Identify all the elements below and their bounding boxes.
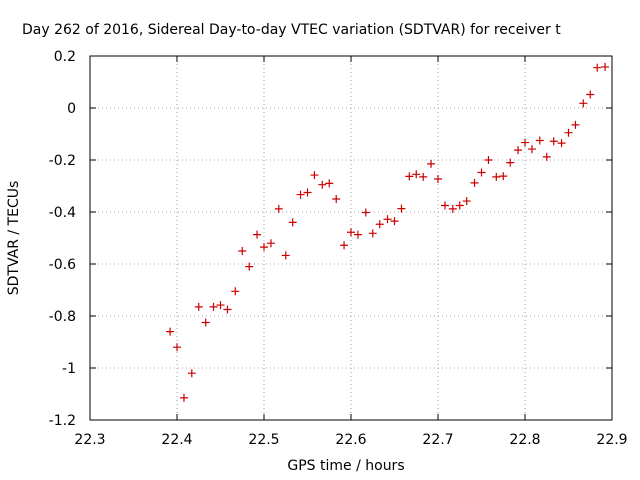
data-point: [579, 99, 588, 108]
x-axis-title: GPS time / hours: [287, 458, 404, 474]
x-tick-label: 22.6: [335, 432, 366, 448]
y-tick-label: -0.6: [49, 257, 76, 273]
data-point: [166, 327, 175, 336]
data-point: [296, 190, 305, 199]
data-point: [173, 343, 181, 352]
data-point: [601, 62, 610, 71]
data-point: [557, 139, 566, 148]
data-point: [586, 90, 595, 99]
data-point: [209, 302, 218, 311]
data-point: [340, 241, 349, 250]
data-point: [470, 178, 479, 187]
y-tick-label: 0: [67, 101, 76, 117]
data-point: [506, 158, 515, 167]
x-tick-label: 22.5: [248, 432, 279, 448]
x-tick-label: 22.8: [509, 432, 540, 448]
data-point: [549, 137, 558, 146]
data-point: [347, 228, 355, 237]
x-tick-label: 22.7: [422, 432, 453, 448]
data-point: [201, 318, 210, 327]
y-tick-label: -1.2: [49, 413, 76, 429]
data-point: [593, 63, 602, 72]
data-point: [353, 230, 362, 239]
data-point: [231, 287, 240, 296]
data-point: [535, 136, 544, 145]
data-point: [260, 243, 268, 252]
grid-lines: [90, 56, 612, 420]
data-point: [187, 369, 196, 378]
data-point: [434, 174, 442, 183]
data-point: [194, 302, 203, 311]
data-point: [383, 215, 392, 224]
data-point: [281, 251, 290, 260]
data-point: [405, 172, 414, 181]
data-point: [499, 172, 508, 181]
data-point: [427, 159, 436, 168]
data-point: [564, 128, 573, 137]
data-point: [310, 171, 319, 180]
data-point: [288, 218, 297, 227]
data-point: [448, 204, 457, 213]
y-tick-label: 0.2: [54, 49, 76, 65]
x-tick-labels: 22.3 22.4 22.5 22.6 22.7 22.8 22.9: [74, 432, 627, 448]
data-point: [440, 201, 449, 210]
data-point: [527, 145, 536, 154]
data-point: [368, 229, 377, 238]
plot-area-border: [89, 55, 613, 421]
x-tick-label: 22.9: [596, 432, 627, 448]
data-point: [361, 208, 370, 217]
y-tick-labels: 0.2 0 -0.2 -0.4 -0.6 -0.8 -1 -1.2: [49, 49, 76, 429]
data-point: [253, 230, 262, 239]
data-point: [274, 204, 283, 213]
data-point: [571, 120, 580, 129]
data-point: [216, 301, 225, 310]
data-point: [397, 204, 406, 213]
data-point: [484, 156, 493, 164]
data-point: [179, 393, 188, 402]
data-point: [542, 152, 551, 161]
axis-ticks: [89, 55, 613, 421]
data-point: [492, 172, 501, 181]
data-point: [303, 188, 312, 197]
data-point: [223, 305, 232, 314]
data-point: [477, 168, 486, 177]
data-point: [245, 262, 254, 271]
y-axis-title: SDTVAR / TECUs: [6, 181, 22, 296]
data-point: [390, 217, 399, 226]
y-tick-label: -0.4: [49, 205, 76, 221]
data-point: [318, 180, 327, 189]
data-point: [521, 138, 529, 147]
data-point: [266, 239, 275, 248]
y-tick-label: -0.8: [49, 309, 76, 325]
data-point: [238, 247, 247, 255]
data-points: [166, 62, 610, 402]
x-tick-label: 22.3: [74, 432, 105, 448]
data-point: [455, 201, 464, 210]
chart-title: Day 262 of 2016, Sidereal Day-to-day VTE…: [22, 22, 561, 38]
data-point: [325, 179, 334, 188]
x-tick-label: 22.4: [161, 432, 192, 448]
data-point: [514, 146, 523, 155]
data-point: [375, 220, 384, 229]
data-point: [462, 197, 471, 206]
y-tick-label: -1: [62, 361, 76, 377]
data-point: [419, 172, 428, 181]
data-point: [412, 170, 421, 179]
y-tick-label: -0.2: [49, 153, 76, 169]
data-point: [332, 195, 341, 203]
